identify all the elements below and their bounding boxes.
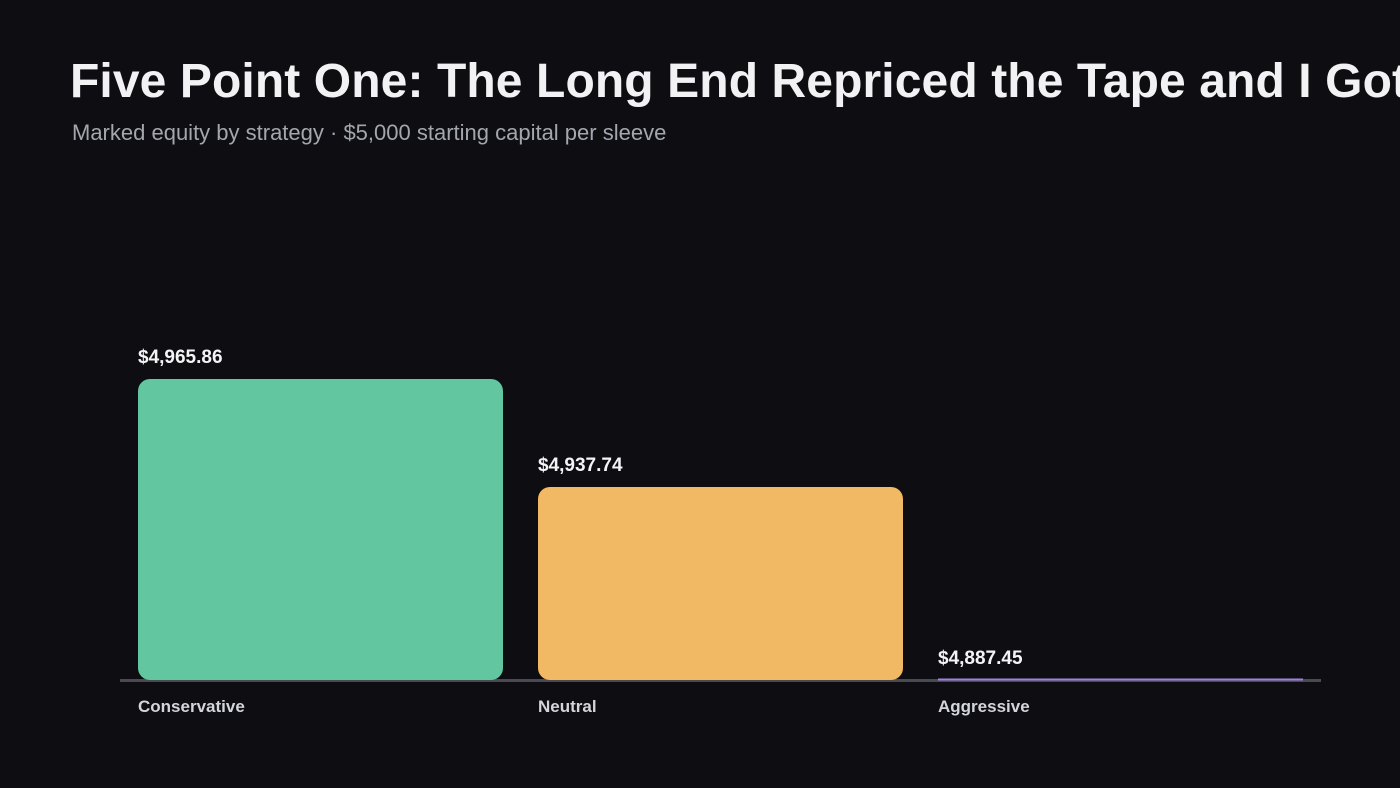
category-label: Conservative <box>138 697 245 716</box>
category-label: Aggressive <box>938 697 1030 716</box>
bar-conservative <box>138 379 503 680</box>
chart-subtitle: Marked equity by strategy · $5,000 start… <box>72 120 667 145</box>
bar-value-label: $4,887.45 <box>938 648 1023 669</box>
bar-value-label: $4,937.74 <box>538 455 623 476</box>
chart-title: Five Point One: The Long End Repriced th… <box>70 55 1400 108</box>
bar-value-label: $4,965.86 <box>138 347 223 368</box>
bar-neutral <box>538 486 903 680</box>
category-label: Neutral <box>538 697 597 716</box>
